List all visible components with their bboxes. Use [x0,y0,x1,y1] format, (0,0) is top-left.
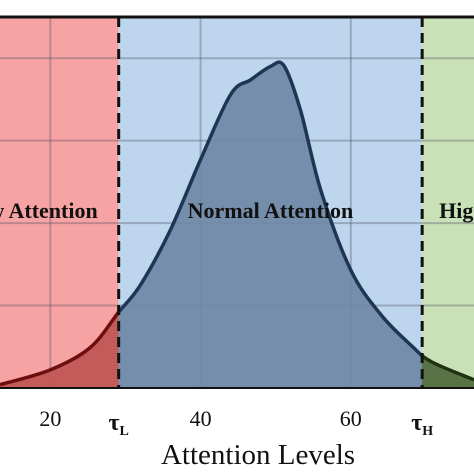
region-label: Normal Attention [188,198,354,223]
threshold-label: τH [411,410,433,439]
threshold-subscript: L [120,424,129,439]
x-tick-label: 40 [190,406,212,431]
region-label: High Attention [439,198,474,223]
region-label: Low Attention [0,198,98,223]
x-tick-label: 20 [39,406,61,431]
region-background [422,17,474,388]
threshold-subscript: H [422,424,433,439]
threshold-symbol: τ [108,410,119,436]
x-axis-label: Attention Levels [161,439,355,471]
x-tick-label: 60 [340,406,362,431]
region-background [0,17,119,388]
threshold-symbol: τ [411,410,422,436]
threshold-label: τL [108,410,128,439]
density-area [0,62,474,389]
